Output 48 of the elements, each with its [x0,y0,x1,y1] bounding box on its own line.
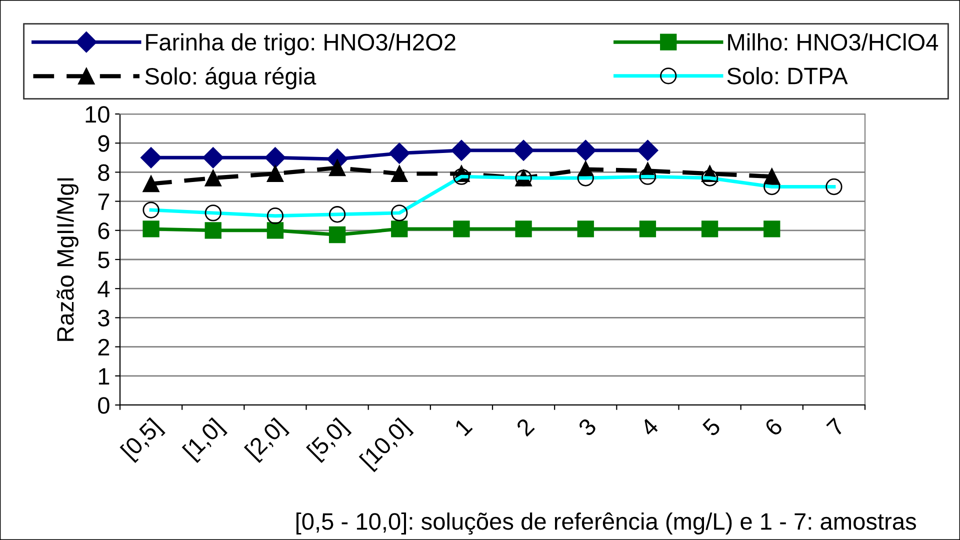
legend-label: Solo: DTPA [727,67,848,84]
point [328,160,346,176]
y-tick-label: 10 [86,106,110,123]
x-tick-label: 6 [764,417,784,437]
y-tick-label: 5 [98,252,110,268]
x-tick-label: 1 [454,418,473,436]
point [764,220,780,238]
x-tick-label: 2 [516,417,535,437]
legend-label: Solo: água régia [145,67,316,90]
y-tick-label: 7 [98,194,110,210]
point [639,220,656,238]
point [577,220,594,238]
y-axis-title: Razão MgII/MgI [56,178,78,341]
y-tick-label: 8 [98,164,110,181]
point [575,140,596,161]
x-tick-label: 7 [826,418,846,437]
point [515,220,532,238]
point [266,222,284,239]
point [202,147,224,168]
point [391,165,408,182]
point [204,170,222,186]
point [142,220,160,238]
point [328,226,346,244]
point [204,222,222,239]
point [388,142,410,164]
y-tick-label: 1 [98,368,110,384]
point [513,140,534,161]
point [701,220,718,238]
point [140,147,162,168]
y-tick-label: 4 [98,280,110,298]
legend-label: Farinha de trigo: HNO3/H2O2 [146,33,456,56]
point [391,220,408,238]
y-tick-label: 9 [98,135,110,152]
point [266,165,284,182]
point [142,176,160,192]
x-axis-title: [0,5 - 10,0]: soluções de referência (mg/L) e 1 - 7: amostras [296,512,916,535]
y-tick-label: 0 [98,397,110,414]
legend-label: Milho: HNO3/HClO4 [728,33,938,51]
x-tick-label: 3 [577,417,598,438]
point [453,220,470,238]
point [637,140,658,161]
x-tick-label: 4 [639,417,660,438]
point [264,147,286,168]
y-tick-label: 3 [98,310,110,326]
y-tick-label: 2 [98,338,110,356]
x-tick-label: 5 [702,417,722,437]
point [450,140,472,161]
y-tick-label: 6 [98,222,110,240]
